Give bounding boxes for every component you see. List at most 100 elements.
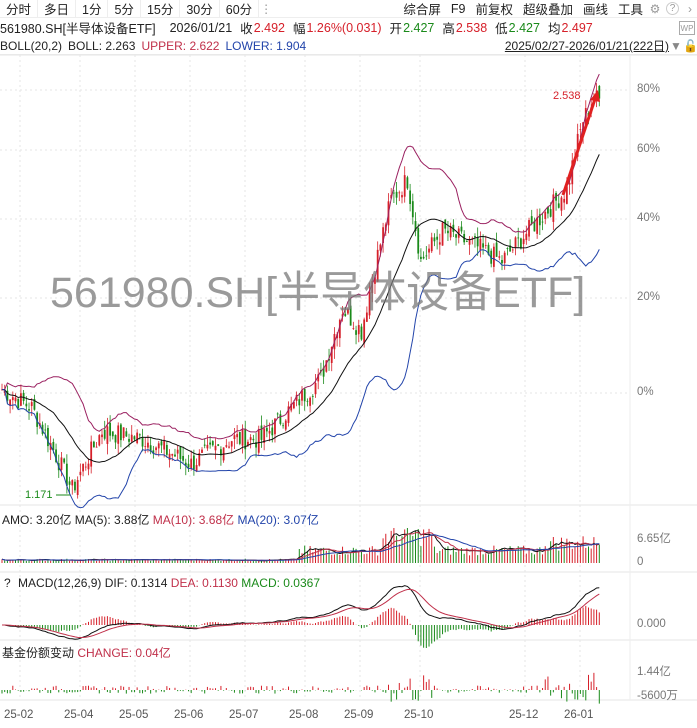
candle-body [395, 191, 398, 198]
candle-body [436, 236, 439, 240]
fund-change: CHANGE: 0.04亿 [77, 646, 171, 660]
composite-screen-button[interactable]: 综合屏 [403, 3, 441, 17]
tab-multiday[interactable]: 多日 [38, 0, 77, 18]
candle-body [84, 466, 87, 468]
candle-body [220, 449, 222, 456]
candle-body [344, 313, 347, 316]
candle-body [271, 427, 274, 436]
chevron-right-icon[interactable]: › [688, 1, 692, 16]
candle-body [482, 243, 484, 248]
x-tick: 25-02 [4, 709, 34, 721]
candle-body [20, 393, 22, 406]
candle-body [182, 455, 184, 461]
candle-body [455, 234, 457, 238]
forward-adjust-button[interactable]: 前复权 [475, 3, 513, 17]
x-tick: 25-06 [174, 709, 204, 721]
candle-body [544, 211, 547, 219]
candle-body [517, 237, 520, 239]
candle-body [98, 435, 101, 446]
candle-body [25, 403, 28, 407]
candle-body [255, 442, 257, 448]
candle-body [268, 430, 271, 434]
candle-body [438, 242, 441, 245]
dea-value: DEA: 0.1130 [170, 576, 238, 590]
candle-body [465, 241, 468, 242]
max-arrow-head [590, 90, 600, 102]
volume-ma20-line [1, 534, 600, 561]
wp-icon[interactable]: WP [679, 20, 695, 35]
candle-body [147, 442, 149, 448]
candle-body [236, 434, 239, 438]
candle-body [192, 455, 195, 470]
candle-body [249, 437, 252, 441]
candle-body [371, 280, 374, 294]
boll-mid-line [1, 154, 600, 463]
volume-zero-tick: 0 [637, 556, 644, 568]
candle-body [74, 481, 76, 491]
x-tick: 26-01 [564, 709, 594, 721]
candle-body [195, 465, 198, 472]
candle-body [382, 227, 384, 244]
macd-zero-tick: 0.000 [637, 618, 666, 630]
tab-15min[interactable]: 15分 [141, 0, 181, 18]
boll-lower-line [1, 249, 600, 509]
boll-name[interactable]: BOLL(20,2) [0, 38, 63, 53]
candle-body [363, 319, 366, 344]
candle-body [276, 413, 279, 415]
f9-button[interactable]: F9 [450, 1, 466, 16]
candle-body [17, 398, 20, 409]
x-tick: 25-08 [289, 709, 319, 721]
candle-body [549, 209, 552, 217]
candle-body [401, 195, 403, 198]
candle-body [174, 454, 176, 457]
close-label: 收 [240, 22, 253, 36]
fund-name[interactable]: 基金份额变动 [2, 646, 75, 660]
dif-value: DIF: 0.1314 [104, 576, 168, 590]
help-icon[interactable]: ? [4, 576, 11, 590]
candle-body [241, 429, 244, 446]
candle-body [106, 426, 109, 444]
tools-button[interactable]: 工具 [617, 3, 643, 17]
help-icon[interactable]: ? [666, 2, 679, 15]
candle-body [179, 446, 182, 460]
candle-body [447, 230, 449, 234]
tab-intraday[interactable]: 分时 [0, 0, 39, 18]
date-range[interactable]: 2025/02/27-2026/01/21(222日) [504, 39, 669, 53]
macd-legend: ? MACD(12,26,9) DIF: 0.1314 DEA: 0.1130 … [4, 576, 320, 590]
gear-icon[interactable]: ⚙ [649, 1, 661, 16]
candle-body [468, 238, 471, 245]
period-toolbar: 分时 多日 1分 5分 15分 30分 60分 ⋮ 综合屏 F9 前复权 超级叠… [0, 0, 697, 18]
candle-body [495, 242, 498, 257]
candle-body [28, 409, 30, 411]
tab-60min[interactable]: 60分 [220, 0, 260, 18]
candle-body [55, 449, 57, 463]
tab-30min[interactable]: 30分 [180, 0, 220, 18]
high-value: 2.538 [455, 20, 488, 35]
boll-lower: LOWER: 1.904 [225, 38, 307, 53]
candle-body [487, 244, 490, 255]
candle-body [520, 238, 522, 249]
draw-line-button[interactable]: 画线 [582, 3, 608, 17]
macd-name[interactable]: MACD(12,26,9) [18, 576, 102, 590]
lock-icon[interactable]: 🔓 [683, 38, 697, 53]
x-tick: 25-04 [64, 709, 94, 721]
candle-body [168, 453, 171, 460]
y-tick: 0% [637, 386, 654, 398]
candle-body [230, 441, 233, 447]
dropdown-icon[interactable]: ▼ [670, 38, 682, 53]
candle-body [503, 252, 506, 264]
candle-body [538, 214, 541, 226]
change-value: 1.26%(0.031) [306, 20, 382, 35]
tab-1min[interactable]: 1分 [76, 0, 109, 18]
max-arrow [561, 95, 598, 196]
candle-body [563, 198, 566, 203]
candle-body [525, 233, 528, 241]
candle-body [398, 192, 401, 194]
candle-body [422, 256, 425, 259]
candle-body [530, 216, 533, 224]
overlay-button[interactable]: 超级叠加 [522, 3, 573, 17]
more-icon[interactable]: ⋮ [260, 1, 273, 16]
candle-body [565, 186, 568, 204]
tab-5min[interactable]: 5分 [108, 0, 141, 18]
